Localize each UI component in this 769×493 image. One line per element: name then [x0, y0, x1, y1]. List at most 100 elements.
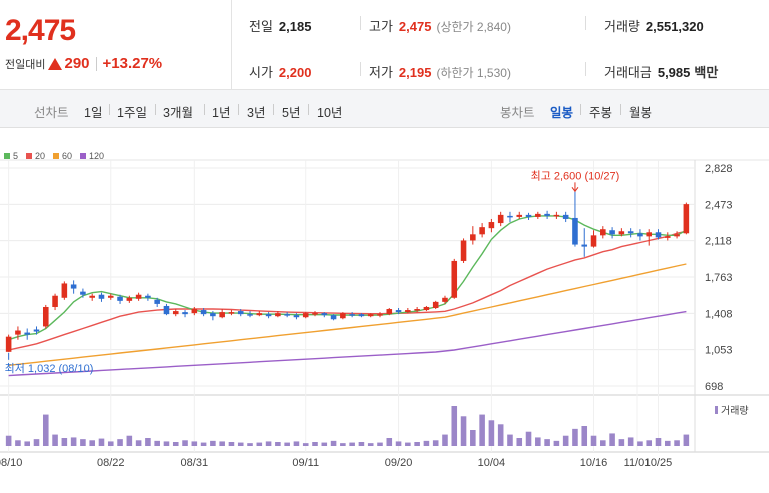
candle-body	[200, 310, 207, 315]
candle-body	[312, 313, 318, 315]
tab-daily[interactable]: 일봉	[550, 106, 574, 120]
candle-body	[627, 231, 634, 234]
candle-body	[442, 297, 448, 302]
volume-bar	[525, 431, 532, 446]
tab-monthly[interactable]: 월봉	[629, 106, 653, 120]
stat-prev-close: 전일 2,185	[249, 16, 311, 35]
ma120-line	[8, 310, 687, 377]
triangle-up-icon	[48, 57, 63, 70]
stat-label: 전일	[249, 19, 273, 34]
divider	[155, 104, 156, 115]
volume-bar	[535, 437, 541, 446]
candle-body	[154, 299, 160, 304]
volume-bar	[321, 442, 328, 446]
candle-body	[451, 260, 458, 298]
volume-bar	[182, 440, 188, 446]
candle-body	[544, 213, 550, 216]
volume-bar	[646, 440, 653, 446]
chart-axes: 2,828 2,473 2,118 1,763 1,408 1,053 698 08/10 08…	[0, 163, 749, 469]
tab-weekly[interactable]: 주봉	[589, 106, 613, 120]
candle-body	[284, 314, 290, 316]
candle-body	[600, 229, 606, 236]
stat-label: 저가	[369, 65, 393, 80]
candle-body	[637, 233, 643, 237]
tab-3month[interactable]: 3개월	[163, 106, 193, 120]
volume-bar	[497, 424, 504, 446]
candle-body	[52, 295, 58, 307]
candle-body	[265, 314, 272, 317]
candle-body	[247, 314, 253, 316]
volume-bar	[210, 440, 216, 446]
candle-body	[674, 234, 680, 237]
stat-low: 저가 2,195 (하한가 1,530)	[369, 62, 511, 81]
volume-bar	[609, 433, 615, 446]
volume-bar	[367, 443, 374, 446]
x-tick-label: 09/20	[385, 457, 413, 469]
tab-3year[interactable]: 3년	[247, 106, 266, 120]
tab-5year[interactable]: 5년	[282, 106, 301, 120]
candle-body	[33, 329, 40, 332]
stat-value: 2,551,320	[645, 19, 704, 34]
y-tick-label: 1,053	[705, 345, 733, 357]
candle-body	[525, 214, 532, 217]
candle-body	[145, 295, 151, 298]
current-price: 2,475	[5, 14, 76, 47]
tab-1day[interactable]: 1일	[84, 106, 103, 120]
candle-body	[414, 309, 420, 311]
candle-body	[117, 296, 123, 301]
volume-bars	[5, 406, 718, 446]
candle-body	[655, 232, 662, 238]
candle-body	[228, 312, 235, 314]
volume-bar	[5, 435, 12, 446]
tab-1year[interactable]: 1년	[212, 106, 231, 120]
stat-label: 시가	[249, 65, 273, 80]
divider	[204, 104, 205, 115]
volume-bar	[312, 442, 318, 446]
candle-body	[497, 214, 504, 224]
candle-body	[163, 305, 170, 315]
volume-bar	[200, 442, 207, 446]
volume-bar	[544, 439, 550, 446]
volume-bar	[98, 438, 105, 446]
y-tick-label: 698	[705, 381, 723, 393]
candle-body	[581, 244, 588, 247]
volume-bar	[33, 439, 40, 446]
candle-body	[488, 222, 495, 229]
tab-1week[interactable]: 1주일	[117, 106, 147, 120]
candle-body	[349, 314, 355, 316]
candle-body	[479, 227, 485, 235]
chart-annotations: 최고 2,600 (10/27) 최저 1,032 (08/10)	[5, 169, 620, 374]
volume-bar	[126, 435, 133, 446]
divider	[109, 104, 110, 115]
divider	[308, 104, 309, 115]
volume-bar	[386, 438, 393, 446]
volume-bar	[15, 440, 21, 446]
candle-body	[395, 310, 402, 313]
volume-bar	[172, 442, 179, 446]
volume-bar	[683, 434, 690, 446]
ma60-line	[8, 263, 687, 366]
candle-body	[321, 313, 328, 316]
tab-10year[interactable]: 10년	[317, 106, 343, 120]
stat-high: 고가 2,475 (상한가 2,840)	[369, 16, 511, 35]
low-annotation: 최저 1,032 (08/10)	[5, 362, 94, 375]
volume-bar	[284, 442, 290, 446]
x-tick-label: 08/22	[97, 457, 125, 469]
price-box: 2,475 전일대비 290 +13.27%	[0, 0, 232, 90]
tab-group-label-candle: 봉차트	[500, 106, 535, 120]
candle-body	[516, 214, 523, 217]
y-tick-label: 1,763	[705, 272, 733, 284]
candle-body	[24, 332, 30, 335]
stat-label: 거래대금	[604, 65, 652, 80]
volume-bar	[665, 440, 671, 446]
tab-group-label-line: 선차트	[34, 106, 69, 120]
legend-item-ma20: 20	[26, 151, 45, 161]
volume-bar	[451, 406, 458, 446]
volume-bar	[405, 442, 411, 446]
y-tick-label: 2,118	[705, 236, 732, 248]
volume-bar	[293, 441, 300, 446]
candle-body	[5, 336, 12, 352]
stat-open: 시가 2,200	[249, 62, 311, 81]
legend-swatch	[80, 153, 87, 159]
